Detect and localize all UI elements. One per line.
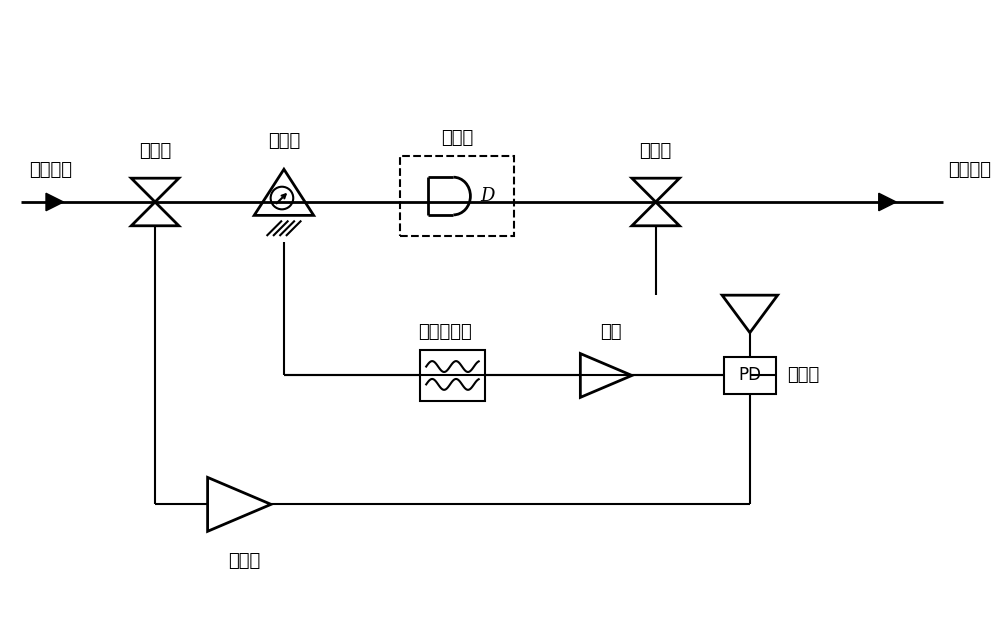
Text: 放大器: 放大器 — [228, 552, 260, 570]
Bar — [724, 357, 776, 394]
Text: PD: PD — [738, 367, 761, 384]
Text: 环路滤波器: 环路滤波器 — [418, 323, 471, 341]
Polygon shape — [46, 193, 63, 211]
Bar — [420, 350, 485, 401]
Polygon shape — [879, 193, 896, 211]
Text: 耦合器: 耦合器 — [139, 143, 171, 160]
Text: 延时线: 延时线 — [441, 129, 474, 148]
Text: 鉴相器: 鉴相器 — [788, 367, 820, 384]
Text: 射频输出: 射频输出 — [948, 162, 991, 179]
Text: D: D — [480, 187, 494, 205]
Text: 耦合器: 耦合器 — [640, 143, 672, 160]
Bar — [400, 156, 514, 236]
Text: 运放: 运放 — [600, 323, 622, 341]
Text: 移相器: 移相器 — [268, 133, 300, 150]
Text: 射频输入: 射频输入 — [29, 162, 72, 179]
